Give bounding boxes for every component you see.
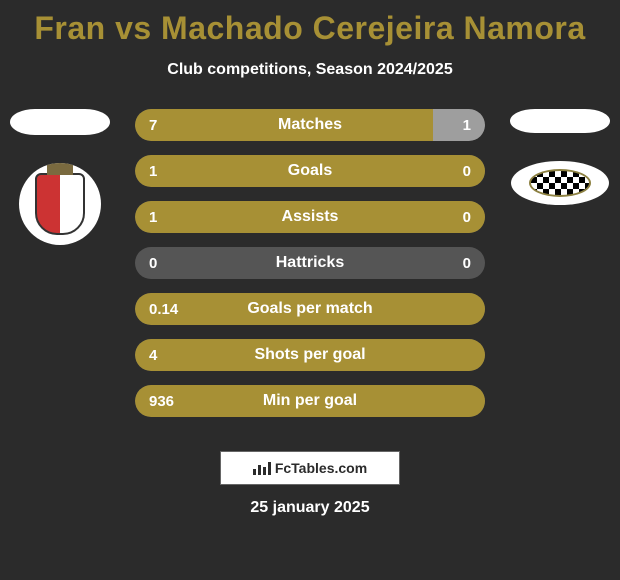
stat-row: 10Goals	[135, 155, 485, 187]
stat-label: Shots per goal	[135, 339, 485, 371]
stat-label: Hattricks	[135, 247, 485, 279]
boavista-crest-icon	[529, 169, 591, 197]
stat-row: 00Hattricks	[135, 247, 485, 279]
player-right-column	[510, 109, 610, 205]
stat-label: Goals	[135, 155, 485, 187]
stat-bars: 71Matches 10Goals 10Assists 00Hattricks 0.14…	[135, 109, 485, 417]
player-right-avatar	[510, 109, 610, 133]
page-title: Fran vs Machado Cerejeira Namora	[0, 0, 620, 47]
brand-text: FcTables.com	[275, 460, 367, 476]
player-left-club-badge	[19, 163, 101, 245]
stat-row: 4Shots per goal	[135, 339, 485, 371]
player-left-column	[10, 109, 110, 245]
player-left-avatar	[10, 109, 110, 135]
stat-label: Min per goal	[135, 385, 485, 417]
page-subtitle: Club competitions, Season 2024/2025	[0, 61, 620, 79]
player-right-club-badge	[511, 161, 609, 205]
stat-label: Assists	[135, 201, 485, 233]
footer-date: 25 january 2025	[0, 499, 620, 517]
comparison-panel: 71Matches 10Goals 10Assists 00Hattricks 0.14…	[0, 109, 620, 429]
braga-crest-icon	[35, 173, 85, 235]
stat-row: 10Assists	[135, 201, 485, 233]
stat-row: 0.14Goals per match	[135, 293, 485, 325]
chart-icon	[253, 461, 271, 475]
stat-label: Goals per match	[135, 293, 485, 325]
stat-row: 71Matches	[135, 109, 485, 141]
brand-badge: FcTables.com	[220, 451, 400, 485]
stat-label: Matches	[135, 109, 485, 141]
stat-row: 936Min per goal	[135, 385, 485, 417]
